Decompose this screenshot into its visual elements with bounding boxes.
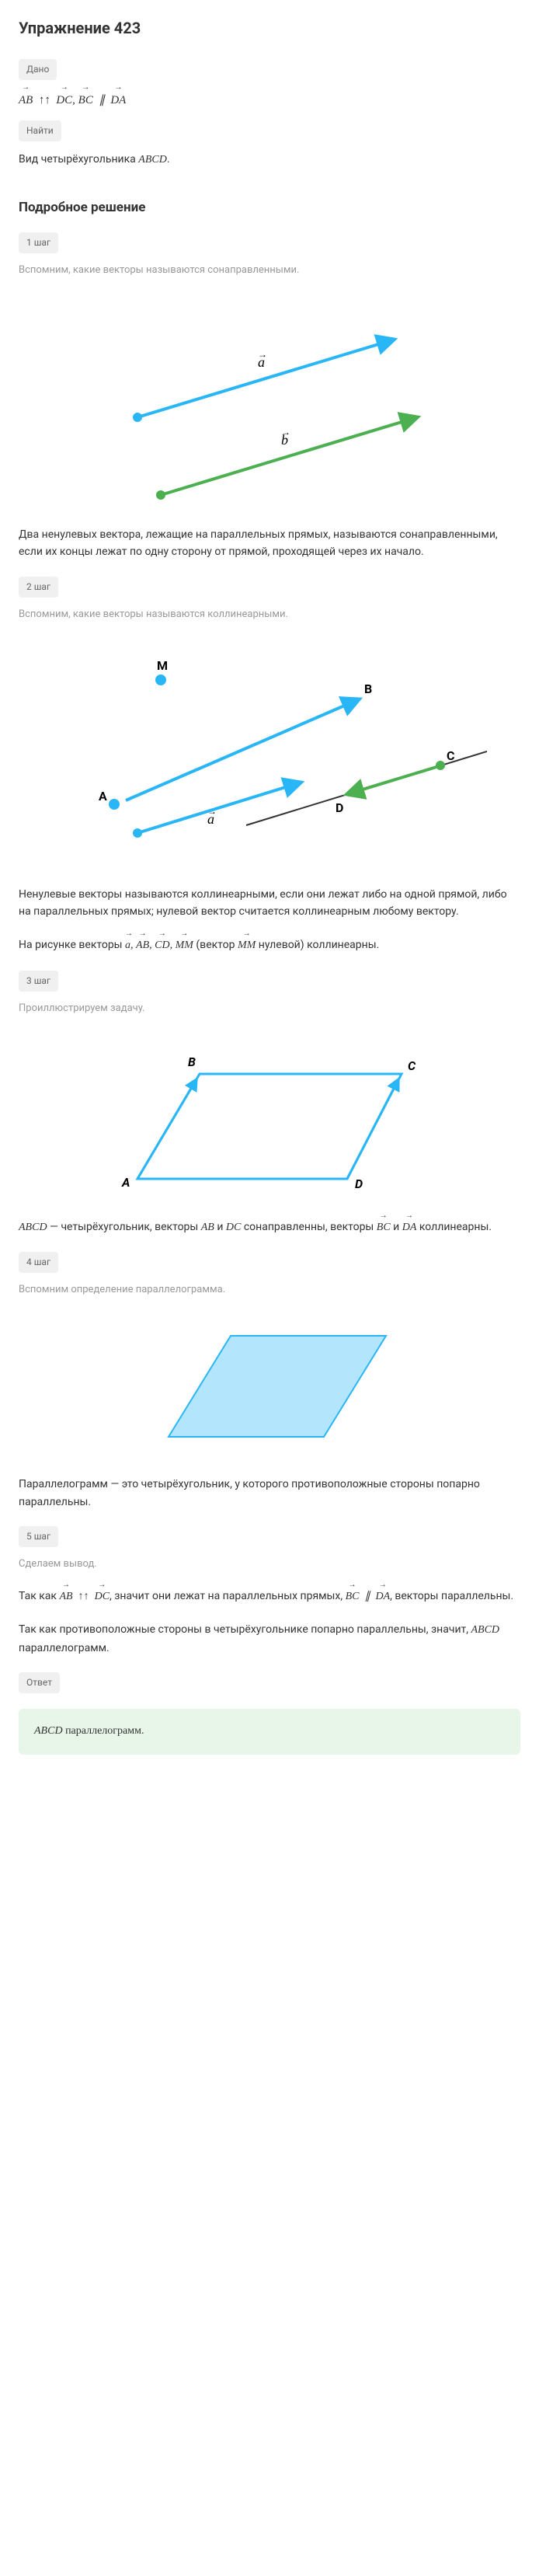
step-line: Так как AB ↑↑ DC, значит они лежат на па… [19, 1587, 520, 1605]
given-math: AB ↑↑ DC, BC ∥ DA [19, 89, 520, 110]
step-label: 1 шаг [19, 232, 58, 253]
svg-text:→: → [281, 427, 290, 437]
solution-heading: Подробное решение [19, 197, 520, 218]
step-hint: Вспомним, какие векторы называются колли… [19, 607, 520, 623]
svg-text:M: M [157, 658, 168, 673]
find-label: Найти [19, 120, 61, 141]
step-hint: Сделаем вывод. [19, 1556, 520, 1573]
svg-text:B: B [188, 1054, 196, 1069]
diagram-quadrilateral: A B C D [91, 1031, 448, 1202]
svg-text:C: C [447, 748, 454, 763]
answer-label: Ответ [19, 1672, 60, 1693]
svg-text:A: A [121, 1175, 130, 1190]
step-hint: Проиллюстрируем задачу. [19, 1001, 520, 1017]
diagram-parallelogram [130, 1312, 409, 1460]
step-hint: Вспомним определение параллелограмма. [19, 1282, 520, 1298]
step-hint: Вспомним, какие векторы называются сонап… [19, 263, 520, 279]
svg-text:C: C [408, 1058, 416, 1073]
svg-text:A: A [99, 789, 107, 803]
step-label: 2 шаг [19, 577, 58, 598]
svg-text:D: D [355, 1176, 363, 1191]
diagram-collinear: M A B C D a → [52, 637, 487, 870]
step-label: 3 шаг [19, 971, 58, 992]
step-label: 4 шаг [19, 1252, 58, 1273]
step-after-inline: На рисунке векторы a, AB, CD, MM (вектор… [19, 936, 520, 954]
diagram-codirectional: a → b → [75, 293, 464, 511]
step-after: Параллелограмм — это четырёхугольник, у … [19, 1476, 520, 1511]
svg-text:→: → [258, 349, 267, 360]
svg-text:B: B [364, 681, 372, 696]
step-after-inline: ABCD — четырёхугольник, векторы AB и DC … [19, 1218, 520, 1236]
page-title: Упражнение 423 [19, 16, 520, 40]
answer-box: ABCD параллелограмм. [19, 1709, 520, 1754]
step-line: Так как противоположные стороны в четырё… [19, 1621, 520, 1657]
given-label: Дано [19, 59, 57, 80]
step-label: 5 шаг [19, 1526, 58, 1547]
svg-text:→: → [207, 806, 217, 817]
step-after: Два ненулевых вектора, лежащие на паралл… [19, 526, 520, 561]
step-after: Ненулевые векторы называются коллинеарны… [19, 886, 520, 921]
find-text: Вид четырёхугольника ABCD. [19, 151, 520, 169]
svg-text:D: D [336, 800, 343, 815]
